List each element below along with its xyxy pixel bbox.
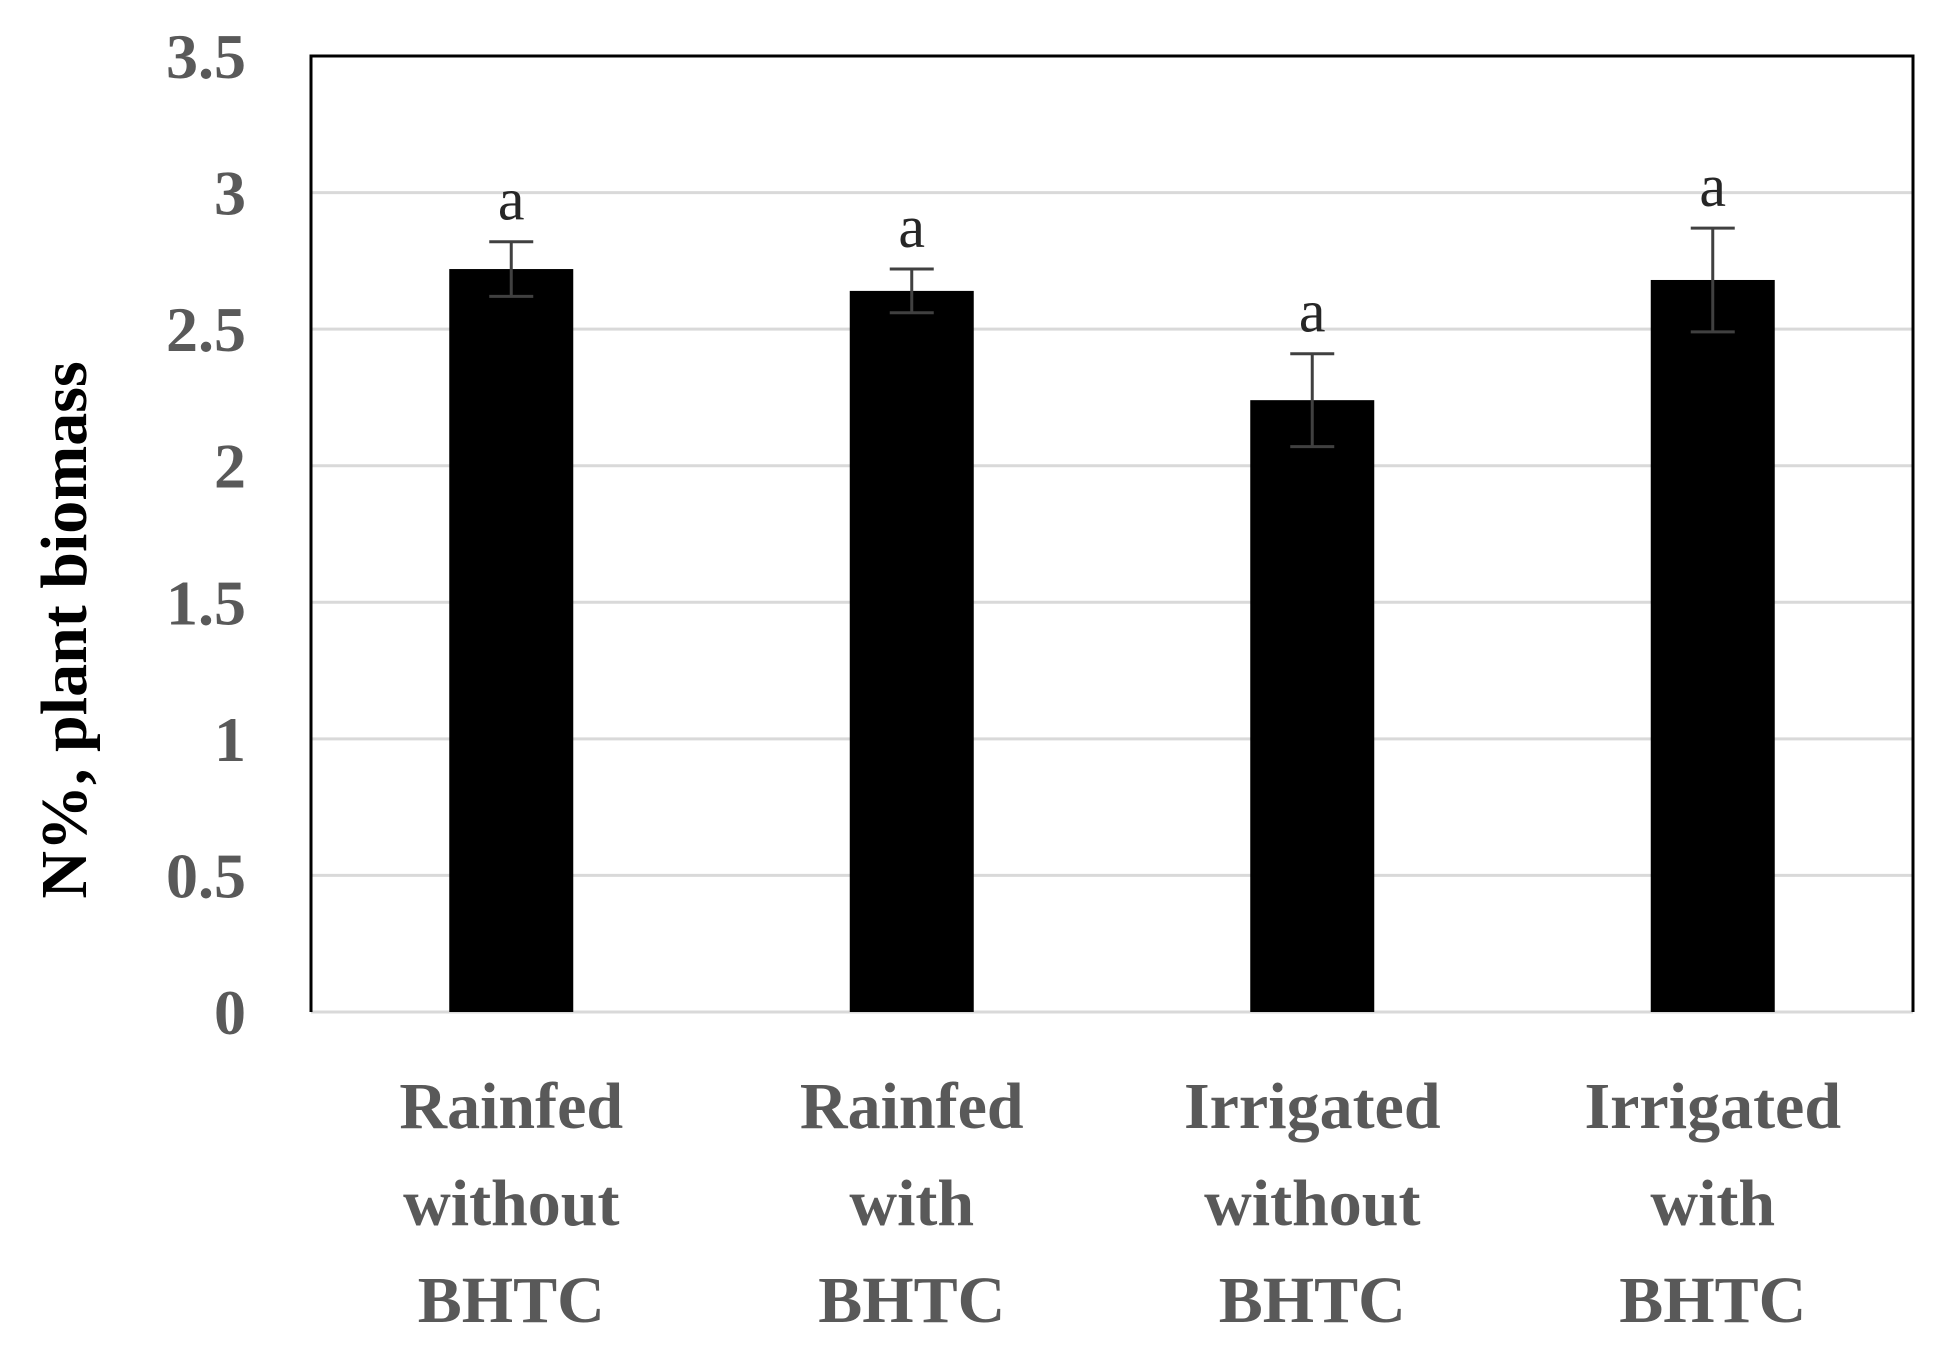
y-tick-label-2: 1 [214,704,246,775]
y-tick-label-3: 1.5 [166,567,246,638]
significance-label-2: a [898,194,925,260]
error-bar-4 [1690,226,1735,334]
y-tick-label-7: 3.5 [166,21,246,92]
error-bar-1 [489,240,534,298]
significance-labels: a a a a [498,153,1726,345]
x-axis-ticks: Rainfed without BHTC Rainfed with BHTC Irrigat… [399,1070,1841,1337]
plot-border [309,54,1915,1012]
bars [449,269,1775,1013]
y-axis-title: N%, plant biomass [28,361,101,898]
x-tick-label-1: Rainfed without BHTC [399,1070,623,1337]
gridlines [311,191,1913,1014]
y-tick-label-0: 0 [214,977,246,1048]
error-bars [489,226,1735,449]
error-bar-2 [889,267,934,315]
significance-label-1: a [498,167,525,233]
y-tick-label-4: 2 [214,431,246,502]
x-tick-label-3: Irrigated without BHTC [1184,1070,1441,1337]
bar-2 [849,290,974,1013]
bar-4 [1650,279,1775,1012]
y-tick-label-1: 0.5 [166,840,246,911]
y-tick-label-6: 3 [214,158,246,229]
plot-frame [309,54,1915,1012]
y-axis-ticks: 0 0.5 1 1.5 2 2.5 3 3.5 [166,21,246,1048]
significance-label-3: a [1299,279,1326,345]
bar-3 [1250,400,1375,1012]
x-tick-label-2: Rainfed with BHTC [800,1070,1024,1337]
error-bar-3 [1290,352,1335,449]
x-tick-label-4: Irrigated with BHTC [1584,1070,1841,1337]
significance-label-4: a [1699,153,1726,219]
y-tick-label-5: 2.5 [166,294,246,365]
bar-1 [449,269,574,1013]
